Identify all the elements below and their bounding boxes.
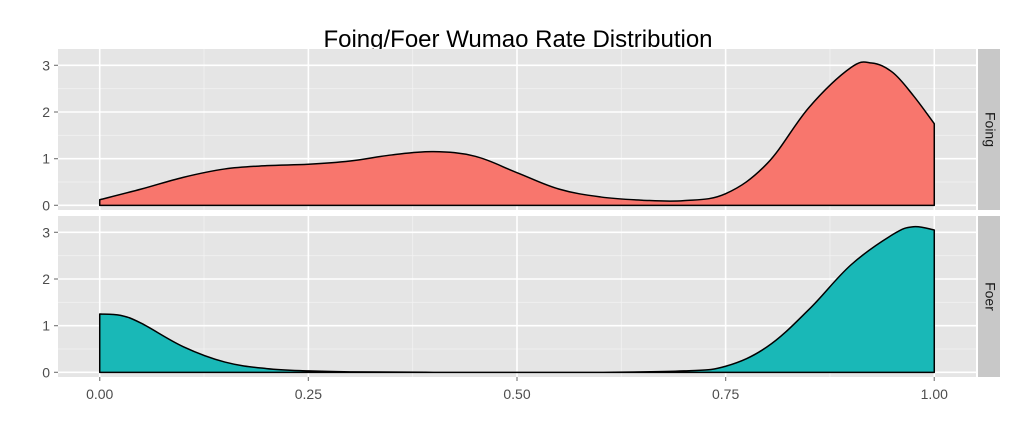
y-tick-label: 0 bbox=[42, 364, 50, 380]
y-tick-label: 0 bbox=[42, 197, 50, 213]
y-tick-label: 1 bbox=[42, 318, 50, 334]
x-tick-label: 1.00 bbox=[921, 386, 948, 402]
panels-layer: 0 1 2 3 Foing 0 1 2 3 Foer bbox=[42, 49, 1000, 380]
panel-foing: 0 1 2 3 Foing bbox=[42, 49, 1000, 213]
facet-strip-label: Foer bbox=[982, 282, 998, 311]
facet-strip bbox=[978, 216, 1000, 377]
x-tick-label: 0.00 bbox=[86, 386, 113, 402]
x-tick-label: 0.25 bbox=[295, 386, 322, 402]
y-tick-label: 1 bbox=[42, 151, 50, 167]
y-tick-label: 2 bbox=[42, 104, 50, 120]
facet-strip bbox=[978, 49, 1000, 210]
panel-foer: 0 1 2 3 Foer bbox=[42, 216, 1000, 380]
y-tick-label: 3 bbox=[42, 57, 50, 73]
x-tick-label: 0.50 bbox=[503, 386, 530, 402]
x-axis: 0.00 0.25 0.50 0.75 1.00 bbox=[86, 377, 948, 402]
density-area-foing bbox=[98, 61, 936, 207]
density-area-foer bbox=[98, 225, 936, 374]
y-tick-label: 3 bbox=[42, 224, 50, 240]
y-tick-label: 2 bbox=[42, 271, 50, 287]
x-tick-label: 0.75 bbox=[712, 386, 739, 402]
chart-title: Foing/Foer Wumao Rate Distribution bbox=[323, 26, 712, 53]
facet-strip-label: Foing bbox=[982, 112, 998, 147]
